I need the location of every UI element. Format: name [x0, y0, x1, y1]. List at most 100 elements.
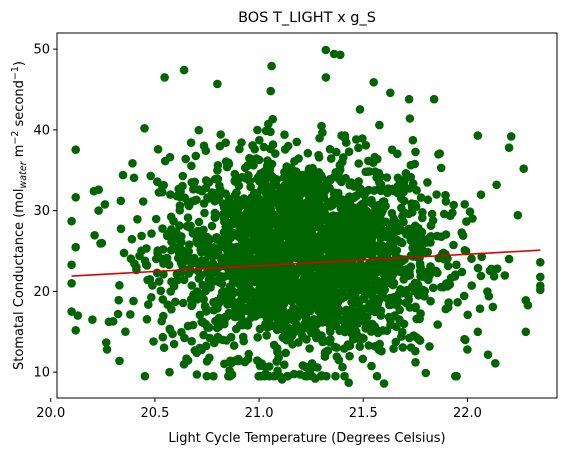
scatter-point	[192, 152, 201, 161]
scatter-point	[399, 218, 408, 227]
scatter-point	[67, 261, 76, 270]
scatter-point	[215, 314, 224, 323]
scatter-point	[229, 218, 238, 227]
scatter-point	[411, 160, 420, 169]
scatter-point	[222, 224, 231, 233]
scatter-point	[96, 239, 105, 248]
scatter-point	[309, 287, 318, 296]
scatter-point	[449, 241, 458, 250]
scatter-point	[452, 372, 461, 381]
scatter-point	[286, 164, 295, 173]
scatter-point	[345, 231, 354, 240]
scatter-point	[278, 375, 287, 384]
scatter-point	[297, 280, 306, 289]
scatter-point	[459, 231, 468, 240]
scatter-point	[341, 208, 350, 217]
scatter-point	[447, 274, 456, 283]
scatter-point	[115, 281, 124, 290]
scatter-point	[186, 222, 195, 231]
scatter-point	[442, 305, 451, 314]
scatter-point	[326, 335, 335, 344]
y-tick-label: 10	[33, 366, 50, 381]
scatter-point	[181, 155, 190, 164]
scatter-point	[490, 272, 499, 281]
scatter-point	[267, 62, 276, 71]
scatter-point	[505, 143, 514, 152]
scatter-point	[302, 179, 311, 188]
scatter-point	[114, 310, 123, 319]
scatter-point	[165, 368, 174, 377]
scatter-point	[202, 176, 211, 185]
scatter-point	[143, 315, 152, 324]
scatter-point	[202, 307, 211, 316]
scatter-point	[519, 164, 528, 173]
scatter-point	[281, 349, 290, 358]
scatter-point	[187, 302, 196, 311]
scatter-point	[137, 232, 146, 241]
scatter-point	[292, 184, 301, 193]
scatter-point	[301, 238, 310, 247]
scatter-point	[303, 206, 312, 215]
scatter-point	[347, 178, 356, 187]
scatter-point	[279, 307, 288, 316]
scatter-point	[193, 295, 202, 304]
scatter-point	[67, 217, 76, 226]
scatter-point	[363, 279, 372, 288]
scatter-point	[384, 275, 393, 284]
scatter-point	[264, 245, 273, 254]
scatter-point	[149, 337, 158, 346]
scatter-point	[176, 206, 185, 215]
scatter-point	[484, 350, 493, 359]
scatter-point	[285, 220, 294, 229]
scatter-point	[327, 318, 336, 327]
scatter-point	[411, 358, 420, 367]
scatter-point	[235, 145, 244, 154]
scatter-point	[236, 321, 245, 330]
scatter-point	[192, 236, 201, 245]
scatter-point	[433, 320, 442, 329]
scatter-point	[160, 343, 169, 352]
scatter-point	[474, 328, 483, 337]
scatter-point	[144, 300, 153, 309]
scatter-point	[368, 292, 377, 301]
scatter-point	[158, 224, 167, 233]
y-tick-label: 30	[33, 204, 50, 219]
scatter-point	[271, 234, 280, 243]
scatter-point	[195, 126, 204, 135]
scatter-point	[330, 190, 339, 199]
scatter-point	[194, 267, 203, 276]
scatter-point	[195, 274, 204, 283]
scatter-point	[522, 328, 531, 337]
x-tick-label: 20.0	[36, 406, 65, 421]
scatter-point	[337, 175, 346, 184]
scatter-point	[477, 272, 486, 281]
scatter-point	[442, 197, 451, 206]
scatter-point	[153, 269, 162, 278]
scatter-point	[501, 271, 510, 280]
scatter-point	[233, 176, 242, 185]
scatter-point	[240, 243, 249, 252]
scatter-point	[90, 231, 99, 240]
scatter-point	[184, 256, 193, 265]
scatter-point	[326, 283, 335, 292]
scatter-point	[331, 343, 340, 352]
scatter-point	[251, 194, 260, 203]
scatter-point	[222, 295, 231, 304]
scatter-point	[260, 254, 269, 263]
scatter-point	[414, 224, 423, 233]
scatter-points	[67, 46, 544, 388]
scatter-point	[536, 258, 545, 267]
scatter-point	[192, 349, 201, 358]
scatter-point	[444, 262, 453, 271]
scatter-point	[418, 214, 427, 223]
scatter-point	[253, 297, 262, 306]
scatter-point	[327, 154, 336, 163]
scatter-point	[354, 159, 363, 168]
scatter-point	[294, 154, 303, 163]
scatter-point	[161, 157, 170, 166]
scatter-point	[219, 336, 228, 345]
x-axis-ticks: 20.0 20.5 21.0 21.5 22.0	[36, 398, 482, 421]
scatter-point	[221, 216, 230, 225]
scatter-point	[187, 162, 196, 171]
scatter-point	[244, 321, 253, 330]
